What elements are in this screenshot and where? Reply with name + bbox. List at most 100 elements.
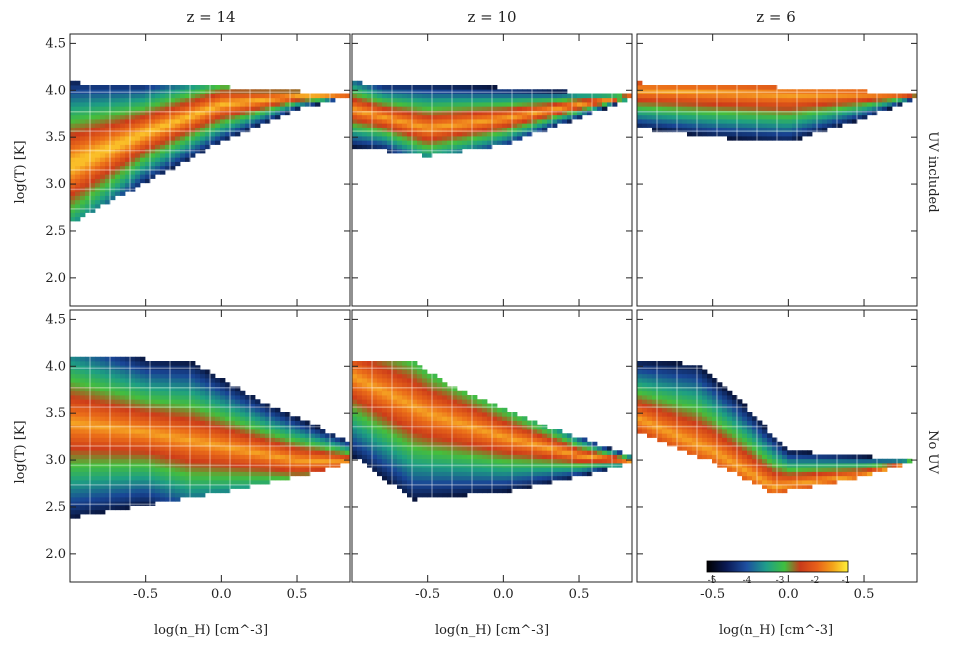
heatmap-cell <box>532 424 538 430</box>
heatmap-cell <box>437 463 443 468</box>
heatmap-cell <box>100 450 106 455</box>
heatmap-cell <box>382 85 388 90</box>
heatmap-cell <box>75 471 81 477</box>
heatmap-cell <box>235 437 241 443</box>
heatmap-cell <box>70 492 76 498</box>
heatmap-cell <box>175 424 181 430</box>
heatmap-cell <box>477 403 483 409</box>
heatmap-cell <box>155 170 161 175</box>
heatmap-cell <box>90 148 96 154</box>
heatmap-cell <box>397 433 403 438</box>
heatmap-cell <box>275 450 281 455</box>
heatmap-cell <box>507 412 513 417</box>
heatmap-cell <box>532 93 538 99</box>
heatmap-cell <box>667 114 673 120</box>
heatmap-cell <box>517 450 523 455</box>
heatmap-cell <box>85 123 91 128</box>
heatmap-cell <box>737 89 743 94</box>
heatmap-cell <box>120 373 126 379</box>
heatmap-cell <box>95 378 101 383</box>
heatmap-cell <box>477 471 483 477</box>
heatmap-cell <box>392 437 398 443</box>
heatmap-cell <box>95 119 101 124</box>
heatmap-cell <box>120 93 126 99</box>
heatmap-cell <box>817 119 823 124</box>
heatmap-cell <box>652 429 658 434</box>
heatmap-cell <box>492 89 498 94</box>
heatmap-cell <box>220 416 226 421</box>
heatmap-cell <box>482 119 488 124</box>
heatmap-cell <box>542 89 548 94</box>
heatmap-cell <box>522 131 528 137</box>
heatmap-cell <box>382 403 388 409</box>
heatmap-cell <box>170 114 176 120</box>
heatmap-cell <box>150 492 156 498</box>
heatmap-cell <box>437 407 443 413</box>
heatmap-cell <box>115 89 121 94</box>
heatmap-cell <box>502 437 508 443</box>
heatmap-cell <box>160 157 166 162</box>
heatmap-cell <box>130 106 136 111</box>
heatmap-cell <box>200 386 206 392</box>
heatmap-cell <box>587 97 593 103</box>
heatmap-cell <box>527 127 533 133</box>
heatmap-cell <box>100 484 106 489</box>
heatmap-cell <box>105 93 111 99</box>
heatmap-cell <box>847 93 853 99</box>
heatmap-cell <box>402 114 408 120</box>
heatmap-cell <box>797 110 803 116</box>
heatmap-cell <box>165 463 171 468</box>
heatmap-cell <box>697 106 703 111</box>
heatmap-cell <box>90 199 96 205</box>
heatmap-cell <box>145 433 151 438</box>
heatmap-cell <box>457 102 463 107</box>
heatmap-cell <box>412 97 418 103</box>
heatmap-cell <box>402 369 408 375</box>
heatmap-cell <box>647 429 653 434</box>
heatmap-cell <box>567 475 573 481</box>
heatmap-cell <box>567 450 573 455</box>
heatmap-cell <box>757 89 763 94</box>
heatmap-cell <box>442 433 448 438</box>
heatmap-cell <box>387 450 393 455</box>
heatmap-cell <box>352 123 358 128</box>
heatmap-cell <box>300 446 306 451</box>
heatmap-cell <box>100 441 106 447</box>
heatmap-cell <box>732 97 738 103</box>
heatmap-cell <box>557 467 563 472</box>
heatmap-cell <box>742 97 748 103</box>
heatmap-cell <box>75 463 81 468</box>
heatmap-cell <box>482 136 488 141</box>
heatmap-cell <box>215 437 221 443</box>
heatmap-cell <box>280 89 286 94</box>
heatmap-cell <box>130 85 136 90</box>
heatmap-cell <box>180 140 186 145</box>
heatmap-cell <box>195 144 201 150</box>
heatmap-cell <box>457 488 463 494</box>
heatmap-cell <box>517 102 523 107</box>
heatmap-cell <box>897 93 903 99</box>
heatmap-cell <box>522 480 528 485</box>
heatmap-cell <box>120 161 126 167</box>
heatmap-cell <box>200 102 206 107</box>
heatmap-cell <box>160 467 166 472</box>
heatmap-cell <box>432 382 438 387</box>
heatmap-cell <box>75 195 81 201</box>
heatmap-cell <box>417 467 423 472</box>
heatmap-cell <box>85 373 91 379</box>
heatmap-cell <box>120 131 126 137</box>
heatmap-cell <box>275 420 281 426</box>
heatmap-cell <box>140 369 146 375</box>
heatmap-cell <box>492 407 498 413</box>
heatmap-cell <box>407 365 413 370</box>
heatmap-cell <box>357 123 363 128</box>
heatmap-cell <box>547 119 553 124</box>
heatmap-cell <box>742 102 748 107</box>
heatmap-cell <box>95 471 101 477</box>
heatmap-cell <box>240 412 246 417</box>
heatmap-cell <box>457 412 463 417</box>
heatmap-cell <box>802 123 808 128</box>
heatmap-cell <box>130 424 136 430</box>
heatmap-cell <box>512 450 518 455</box>
heatmap-cell <box>70 89 76 94</box>
